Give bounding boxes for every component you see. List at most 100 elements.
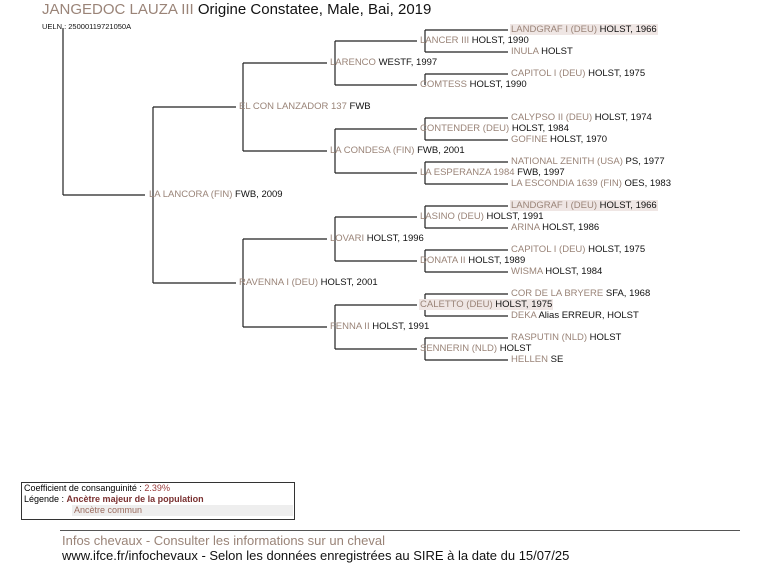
ancestor-info: Alias ERREUR, HOLST — [536, 310, 639, 321]
ancestor-info: FWB, 1997 — [514, 167, 565, 178]
ancestor-node[interactable]: LANDGRAF I (DEU) HOLST, 1966 — [510, 200, 658, 211]
ancestor-name[interactable]: ARINA — [511, 222, 540, 233]
ancestor-name[interactable]: COR DE LA BRYERE — [511, 288, 604, 299]
ancestor-node[interactable]: NATIONAL ZENITH (USA) PS, 1977 — [510, 156, 666, 167]
ancestor-name[interactable]: CONTENDER (DEU) — [420, 123, 510, 134]
ancestor-info: HOLST, 1984 — [509, 123, 569, 134]
ancestor-name[interactable]: CAPITOL I (DEU) — [511, 68, 586, 79]
ancestor-name[interactable]: CALETTO (DEU) — [420, 299, 493, 310]
ancestor-node[interactable]: ARINA HOLST, 1986 — [510, 222, 600, 233]
ancestor-info: PS, 1977 — [622, 156, 665, 167]
ancestor-node[interactable]: CALETTO (DEU) HOLST, 1975 — [419, 299, 554, 310]
ancestor-name[interactable]: GOFINE — [511, 134, 548, 145]
ancestor-node[interactable]: FENNA II HOLST, 1991 — [329, 321, 430, 332]
ancestor-node[interactable]: LA ESCONDIA 1639 (FIN) OES, 1983 — [510, 178, 672, 189]
ancestor-node[interactable]: GOFINE HOLST, 1970 — [510, 134, 608, 145]
ancestor-info: HOLST, 1970 — [547, 134, 608, 145]
ancestor-info: FWB, 2001 — [414, 145, 465, 156]
ancestor-name[interactable]: SENNERIN (NLD) — [420, 343, 498, 354]
ancestor-info: FWB, 2009 — [232, 189, 283, 200]
ancestor-node[interactable]: LA ESPERANZA 1984 FWB, 1997 — [419, 167, 566, 178]
ancestor-info: HOLST, 1966 — [597, 200, 657, 211]
ancestor-node[interactable]: INULA HOLST — [510, 46, 574, 57]
pedigree-lines — [62, 28, 508, 361]
ancestor-name[interactable]: LA CONDESA (FIN) — [330, 145, 415, 156]
footer-source: www.ifce.fr/infochevaux - Selon les donn… — [62, 548, 570, 563]
ancestor-node[interactable]: CALYPSO II (DEU) HOLST, 1974 — [510, 112, 653, 123]
ancestor-name[interactable]: LOVARI — [330, 233, 365, 244]
ancestor-info: HOLST, 1966 — [597, 24, 657, 35]
footer-link[interactable]: Infos chevaux - Consulter les informatio… — [62, 533, 385, 548]
ancestor-info: HOLST — [587, 332, 622, 343]
ancestor-info: FWB — [346, 101, 371, 112]
ancestor-name[interactable]: CALYPSO II (DEU) — [511, 112, 593, 123]
ancestor-node[interactable]: EL CON LANZADOR 137 FWB — [238, 101, 372, 112]
ancestor-name[interactable]: DONATA II — [420, 255, 466, 266]
ancestor-info: HOLST, 1975 — [585, 68, 646, 79]
ancestor-name[interactable]: NATIONAL ZENITH (USA) — [511, 156, 623, 167]
ancestor-node[interactable]: LANDGRAF I (DEU) HOLST, 1966 — [510, 24, 658, 35]
ancestor-node[interactable]: LANCER III HOLST, 1990 — [419, 35, 530, 46]
ancestor-name[interactable]: LASINO (DEU) — [420, 211, 484, 222]
ancestor-node[interactable]: HELLEN SE — [510, 354, 564, 365]
ancestor-name[interactable]: RASPUTIN (NLD) — [511, 332, 588, 343]
ancestor-info: HOLST, 1989 — [465, 255, 526, 266]
ancestor-name[interactable]: INULA — [511, 46, 539, 57]
ancestor-node[interactable]: CAPITOL I (DEU) HOLST, 1975 — [510, 244, 646, 255]
ancestor-name[interactable]: LA LANCORA (FIN) — [149, 189, 233, 200]
ancestor-node[interactable]: LASINO (DEU) HOLST, 1991 — [419, 211, 545, 222]
ancestor-info: OES, 1983 — [621, 178, 672, 189]
ancestor-info: HOLST, 1990 — [466, 79, 527, 90]
ancestor-node[interactable]: COR DE LA BRYERE SFA, 1968 — [510, 288, 651, 299]
ancestor-info: HOLST, 1984 — [542, 266, 603, 277]
ancestor-name[interactable]: HELLEN — [511, 354, 548, 365]
ancestor-info: SFA, 1968 — [603, 288, 651, 299]
ancestor-info: HOLST, 1974 — [592, 112, 652, 123]
ancestor-node[interactable]: CONTENDER (DEU) HOLST, 1984 — [419, 123, 570, 134]
ueln: UELN : 25000119721050A — [42, 22, 132, 31]
ancestor-node[interactable]: LA LANCORA (FIN) FWB, 2009 — [148, 189, 284, 200]
ancestor-info: WESTF, 1997 — [375, 57, 438, 68]
ancestor-info: HOLST, 1975 — [585, 244, 646, 255]
ancestor-name[interactable]: DEKA — [511, 310, 537, 321]
ancestor-info: HOLST, 1986 — [539, 222, 600, 233]
ancestor-node[interactable]: DONATA II HOLST, 1989 — [419, 255, 526, 266]
ancestor-name[interactable]: LANDGRAF I (DEU) — [511, 200, 598, 211]
ancestor-name[interactable]: LANCER III — [420, 35, 470, 46]
legend-box: Coefficient de consanguinité : 2.39% Lég… — [21, 482, 295, 520]
horse-name: JANGEDOC LAUZA III — [42, 1, 194, 18]
ancestor-name[interactable]: LANDGRAF I (DEU) — [511, 24, 598, 35]
ancestor-node[interactable]: LOVARI HOLST, 1996 — [329, 233, 425, 244]
ancestor-node[interactable]: COMTESS HOLST, 1990 — [419, 79, 528, 90]
ancestor-node[interactable]: RAVENNA I (DEU) HOLST, 2001 — [238, 277, 379, 288]
legend-major: Ancètre majeur de la population — [66, 494, 204, 504]
ancestor-node[interactable]: DEKA Alias ERREUR, HOLST — [510, 310, 640, 321]
ancestor-node[interactable]: WISMA HOLST, 1984 — [510, 266, 603, 277]
ancestor-name[interactable]: LARENCO — [330, 57, 376, 68]
ancestor-name[interactable]: LA ESCONDIA 1639 (FIN) — [511, 178, 622, 189]
ancestor-name[interactable]: EL CON LANZADOR 137 — [239, 101, 347, 112]
ancestor-name[interactable]: RAVENNA I (DEU) — [239, 277, 319, 288]
horse-info: Origine Constatee, Male, Bai, 2019 — [197, 1, 432, 18]
coef-label: Coefficient de consanguinité : — [24, 483, 145, 493]
ancestor-name[interactable]: CAPITOL I (DEU) — [511, 244, 586, 255]
legend-common: Ancètre commun — [72, 505, 293, 516]
ancestor-node[interactable]: LARENCO WESTF, 1997 — [329, 57, 438, 68]
ancestor-info: HOLST, 1990 — [469, 35, 529, 46]
legend-label: Légende : — [24, 494, 67, 504]
ancestor-info: HOLST, 1991 — [483, 211, 544, 222]
page-title: JANGEDOC LAUZA III Origine Constatee, Ma… — [42, 1, 431, 18]
ancestor-name[interactable]: FENNA II — [330, 321, 370, 332]
ancestor-name[interactable]: COMTESS — [420, 79, 467, 90]
ancestor-info: HOLST, 1991 — [369, 321, 430, 332]
coef-value: 2.39% — [144, 483, 170, 493]
ancestor-node[interactable]: SENNERIN (NLD) HOLST — [419, 343, 532, 354]
ancestor-node[interactable]: RASPUTIN (NLD) HOLST — [510, 332, 622, 343]
ancestor-name[interactable]: WISMA — [511, 266, 543, 277]
ancestor-info: HOLST — [497, 343, 532, 354]
ancestor-info: HOLST — [538, 46, 573, 57]
ancestor-info: HOLST, 1996 — [364, 233, 424, 244]
ancestor-node[interactable]: CAPITOL I (DEU) HOLST, 1975 — [510, 68, 646, 79]
ancestor-name[interactable]: LA ESPERANZA 1984 — [420, 167, 515, 178]
ancestor-node[interactable]: LA CONDESA (FIN) FWB, 2001 — [329, 145, 466, 156]
